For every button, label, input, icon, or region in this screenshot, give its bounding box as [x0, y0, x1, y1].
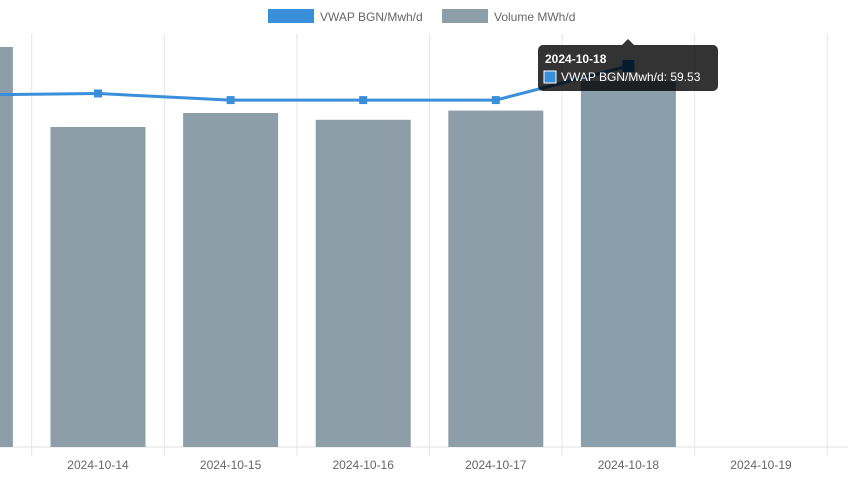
- x-axis: 2024-10-14 2024-10-15 2024-10-16 2024-10-17…: [67, 458, 792, 472]
- x-tick-label-2024-10-19: 2024-10-19: [730, 458, 792, 472]
- vwap-point-2024-10-14[interactable]: [94, 89, 102, 98]
- x-tick-label-2024-10-14: 2024-10-14: [67, 458, 129, 472]
- x-tick-label-2024-10-18: 2024-10-18: [598, 458, 660, 472]
- vwap-point-2024-10-17[interactable]: [491, 96, 500, 105]
- volume-bar-2024-10-14[interactable]: [50, 127, 146, 447]
- x-tick-label-2024-10-16: 2024-10-16: [333, 458, 395, 472]
- tooltip: 2024-10-18 VWAP BGN/Mwh/d: 59.53: [538, 39, 718, 91]
- x-tick-label-2024-10-15: 2024-10-15: [200, 458, 262, 472]
- volume-bar-2024-10-13[interactable]: [0, 47, 13, 447]
- legend-item-vwap[interactable]: VWAP BGN/Mwh/d: [268, 9, 423, 24]
- volume-bar-2024-10-16[interactable]: [315, 119, 411, 448]
- legend-swatch-vwap: [268, 9, 314, 23]
- legend-label-vwap: VWAP BGN/Mwh/d: [320, 10, 423, 24]
- tooltip-label: VWAP BGN/Mwh/d: 59.53: [561, 70, 701, 84]
- tooltip-box: [538, 45, 718, 91]
- vwap-point-2024-10-16[interactable]: [359, 96, 368, 105]
- tooltip-title: 2024-10-18: [545, 52, 607, 66]
- legend-label-volume: Volume MWh/d: [494, 10, 575, 24]
- x-tick-label-2024-10-17: 2024-10-17: [465, 458, 527, 472]
- vwap-series-line: [0, 64, 629, 102]
- legend: VWAP BGN/Mwh/d Volume MWh/d: [268, 9, 575, 24]
- volume-bar-2024-10-18[interactable]: [580, 81, 676, 447]
- tooltip-swatch: [543, 70, 557, 84]
- vwap-point-2024-10-15[interactable]: [226, 96, 235, 105]
- legend-item-volume[interactable]: Volume MWh/d: [442, 9, 575, 24]
- grid-lines: [0, 34, 848, 456]
- volume-bar-2024-10-17[interactable]: [448, 110, 544, 447]
- volume-bar-2024-10-15[interactable]: [183, 113, 279, 447]
- volume-bars: [0, 47, 676, 448]
- tooltip-caret: [622, 39, 634, 45]
- legend-swatch-volume: [442, 9, 488, 23]
